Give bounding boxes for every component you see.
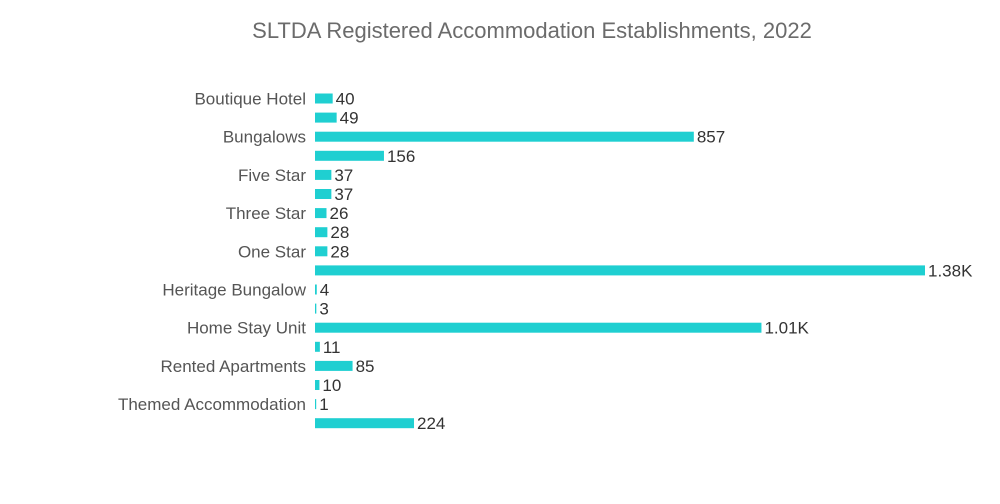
- category-label: Home Stay Unit: [187, 319, 306, 338]
- bar: [315, 360, 353, 371]
- value-label: 1: [319, 395, 328, 414]
- value-label: 3: [319, 300, 328, 319]
- bar: [315, 322, 762, 333]
- value-label: 37: [334, 185, 353, 204]
- bar: [315, 150, 384, 161]
- value-label: 49: [340, 109, 359, 128]
- category-label: Rented Apartments: [160, 357, 306, 376]
- bar: [315, 380, 320, 390]
- bar: [315, 208, 327, 219]
- chart-title: SLTDA Registered Accommodation Establish…: [252, 18, 812, 43]
- value-label: 224: [417, 414, 445, 433]
- category-label: Heritage Bungalow: [162, 281, 306, 300]
- category-label: Bungalows: [223, 128, 306, 147]
- bar: [315, 418, 415, 429]
- bar: [315, 189, 332, 199]
- value-label: 156: [387, 147, 415, 166]
- value-label: 11: [323, 338, 341, 357]
- bar: [315, 169, 332, 180]
- value-label: 10: [322, 376, 341, 395]
- value-label: 1.01K: [764, 319, 809, 338]
- value-label: 26: [329, 204, 348, 223]
- category-label: One Star: [238, 242, 306, 261]
- value-label: 857: [697, 128, 725, 147]
- category-label: Themed Accommodation: [118, 395, 306, 414]
- value-label: 28: [330, 242, 349, 261]
- value-label: 37: [334, 166, 353, 185]
- bars-group: 40 Boutique Hotel 49 857 Bungalows 156 37 Five …: [118, 90, 973, 434]
- bar: [315, 399, 317, 410]
- value-label: 28: [330, 223, 349, 242]
- value-label: 1.38K: [928, 261, 973, 280]
- category-label: Boutique Hotel: [194, 90, 306, 109]
- value-label: 85: [356, 357, 375, 376]
- value-label: 40: [336, 90, 355, 109]
- bar: [315, 284, 317, 295]
- category-label: Three Star: [226, 204, 307, 223]
- bar: [315, 341, 320, 352]
- bar: [315, 265, 925, 276]
- bar: [315, 93, 333, 104]
- bar: [315, 131, 694, 142]
- bar: [315, 303, 317, 314]
- bar: [315, 227, 328, 238]
- value-label: 4: [320, 281, 329, 300]
- bar: [315, 246, 328, 257]
- category-label: Five Star: [238, 166, 306, 185]
- bar: [315, 112, 337, 123]
